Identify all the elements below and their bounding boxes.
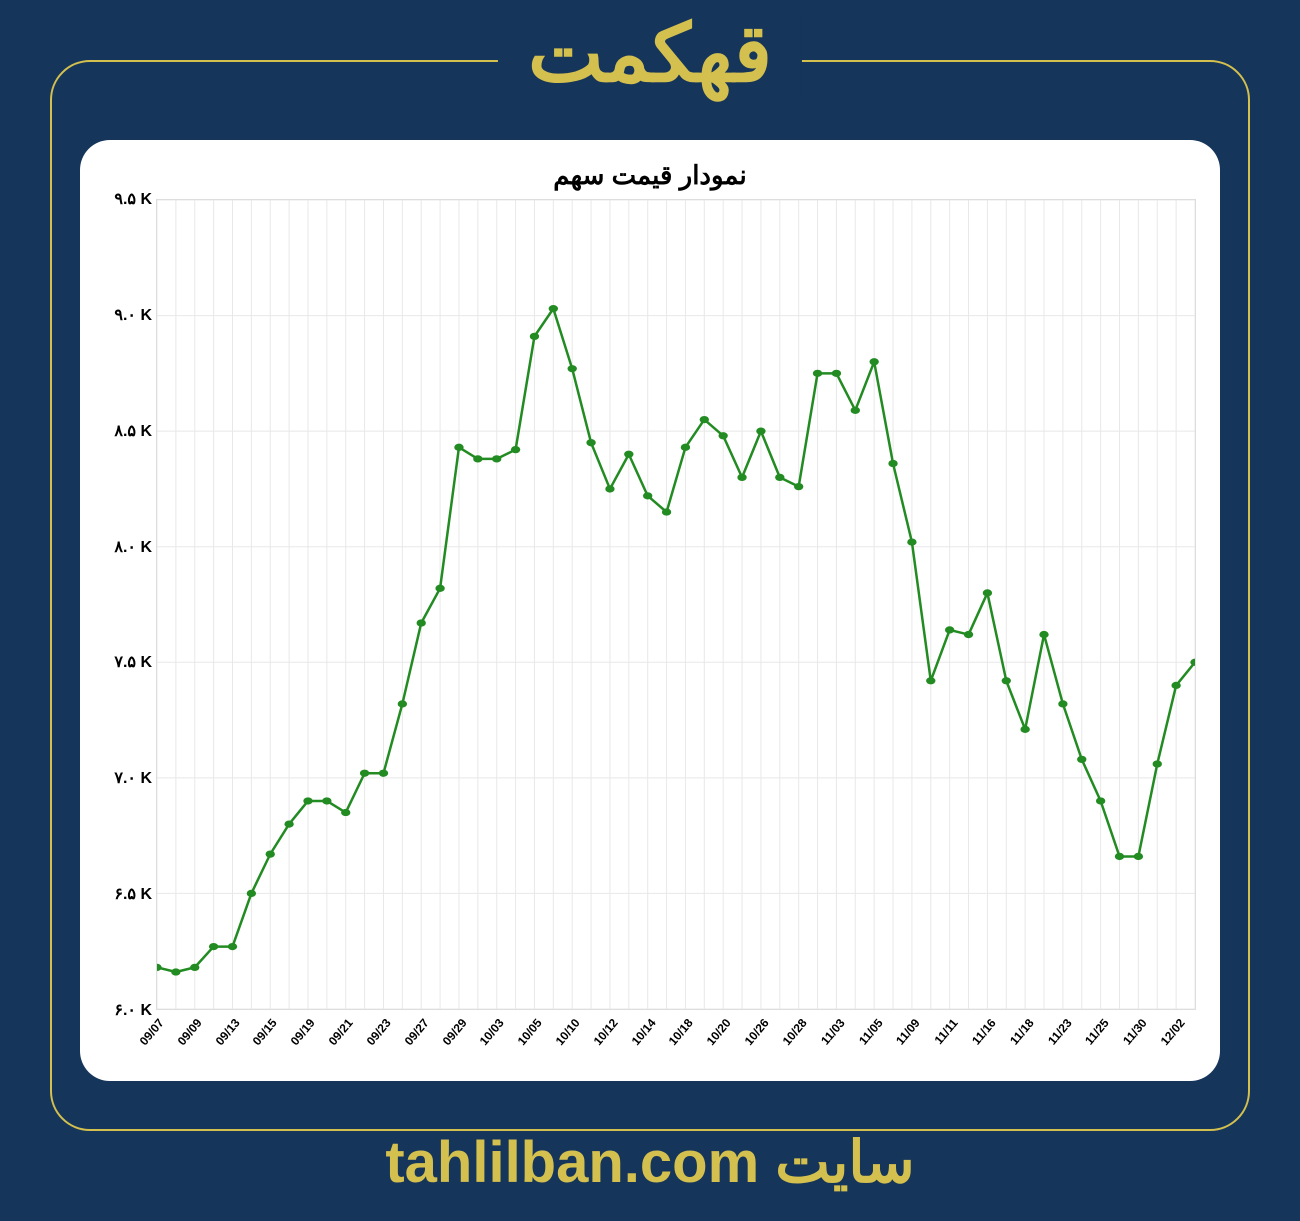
y-tick-label: ۶.۵ K (114, 884, 152, 904)
chart-y-axis: ۶.۰ K۶.۵ K۷.۰ K۷.۵ K۸.۰ K۸.۵ K۹.۰ K۹.۵ K (100, 199, 156, 1010)
y-tick-label: ۷.۵ K (114, 652, 152, 672)
y-tick-label: ۷.۰ K (114, 768, 152, 788)
chart-svg (157, 200, 1195, 1009)
chart-card: نمودار قیمت سهم ۶.۰ K ۶.۵ K ۷.۰ K ۷.۵ K ۸.۰ … (80, 140, 1220, 1081)
y-tick-label: ۸.۰ K (114, 537, 152, 557)
chart-plot-area (156, 199, 1196, 1010)
chart-x-axis: 09/0709/0909/1309/1509/1909/2109/2309/27… (156, 1010, 1196, 1066)
x-tick-label: 12/02 (1158, 1016, 1211, 1067)
y-tick-label: ۹.۰ K (114, 305, 152, 325)
y-tick-label: ۹.۵ K (114, 189, 152, 209)
footer-site-label: سایت tahlilban.com (0, 1128, 1300, 1196)
chart-title: نمودار قیمت سهم (100, 160, 1200, 191)
y-tick-label: ۸.۵ K (114, 421, 152, 441)
y-tick-label: ۶.۰ K (114, 1000, 152, 1020)
page-title: قهکمت (498, 10, 802, 98)
chart-plot-wrap: ۶.۰ K۶.۵ K۷.۰ K۷.۵ K۸.۰ K۸.۵ K۹.۰ K۹.۵ K… (100, 199, 1200, 1066)
